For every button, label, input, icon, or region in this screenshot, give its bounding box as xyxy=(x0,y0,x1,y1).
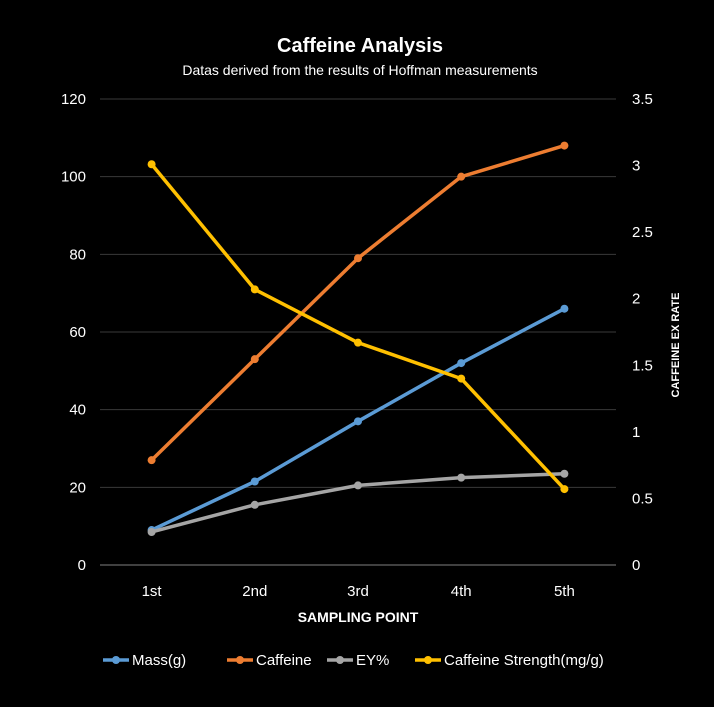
right-tick-label: 1 xyxy=(632,424,640,441)
right-axis-label: CAFFEINE EX RATE xyxy=(670,293,682,398)
left-tick-label: 80 xyxy=(69,246,86,263)
left-tick-label: 120 xyxy=(61,91,86,108)
series-caffeine-strength-mg-g xyxy=(147,160,569,494)
data-point-ey xyxy=(354,481,362,490)
right-tick-label: 3 xyxy=(632,158,640,175)
legend-label: EY% xyxy=(356,652,389,669)
data-point-mass-g xyxy=(250,477,259,486)
series-caffeine xyxy=(147,141,569,465)
legend-item-mass-g: Mass(g) xyxy=(103,652,186,669)
left-axis-ticks: 0 20 40 60 80 100 120 xyxy=(61,91,86,574)
data-point-caffeine xyxy=(560,141,569,150)
left-tick-label: 40 xyxy=(69,402,86,419)
legend-swatch-marker xyxy=(236,656,244,664)
legend-swatch-marker xyxy=(424,656,432,664)
right-tick-label: 2.5 xyxy=(632,224,653,241)
right-tick-label: 2 xyxy=(632,291,640,308)
data-point-mass-g xyxy=(457,359,466,368)
left-tick-label: 100 xyxy=(61,169,86,186)
right-tick-label: 0.5 xyxy=(632,490,653,507)
data-point-ey xyxy=(147,527,156,536)
right-tick-label: 1.5 xyxy=(632,357,653,374)
right-axis-ticks: 0 0.5 1 1.5 2 2.5 3 3.5 xyxy=(632,91,653,574)
left-tick-label: 20 xyxy=(69,479,86,496)
data-point-caffeine-strength-mg-g xyxy=(147,160,156,169)
data-point-mass-g xyxy=(560,304,569,313)
data-point-caffeine xyxy=(457,172,466,181)
left-tick-label: 60 xyxy=(69,324,86,341)
chart-title: Caffeine Analysis xyxy=(277,35,443,57)
x-tick-label: 2nd xyxy=(242,583,267,600)
x-tick-label: 4th xyxy=(451,583,472,600)
data-point-mass-g xyxy=(354,417,362,426)
series-mass-g xyxy=(147,304,569,535)
legend-item-caffeine: Caffeine xyxy=(227,652,312,669)
legend-item-caffeine-strength-mg-g: Caffeine Strength(mg/g) xyxy=(415,652,604,669)
data-point-ey xyxy=(457,473,466,482)
data-point-ey xyxy=(560,469,569,478)
series-lines xyxy=(147,141,569,536)
data-point-caffeine-strength-mg-g xyxy=(354,338,362,347)
legend-label: Caffeine Strength(mg/g) xyxy=(444,652,604,669)
legend-label: Caffeine xyxy=(256,652,312,669)
legend-item-ey: EY% xyxy=(327,652,389,669)
data-point-caffeine-strength-mg-g xyxy=(560,485,569,494)
right-tick-label: 0 xyxy=(632,557,640,574)
data-point-caffeine xyxy=(354,254,362,263)
x-axis-ticks: 1st 2nd 3rd 4th 5th xyxy=(142,583,575,600)
data-point-ey xyxy=(250,500,259,509)
chart-subtitle: Datas derived from the results of Hoffma… xyxy=(182,62,537,78)
x-tick-label: 5th xyxy=(554,583,575,600)
series-ey xyxy=(147,469,569,536)
x-tick-label: 3rd xyxy=(347,583,369,600)
data-point-caffeine xyxy=(250,355,259,364)
left-tick-label: 0 xyxy=(78,557,86,574)
x-axis-label: SAMPLING POINT xyxy=(298,609,419,625)
x-tick-label: 1st xyxy=(142,583,163,600)
data-point-caffeine xyxy=(147,456,156,465)
legend: Mass(g) Caffeine EY% Caffeine Strength(mg/g… xyxy=(103,652,604,669)
data-point-caffeine-strength-mg-g xyxy=(457,374,466,383)
legend-swatch-marker xyxy=(336,656,344,664)
legend-label: Mass(g) xyxy=(132,652,186,669)
legend-swatch-marker xyxy=(112,656,120,664)
data-point-caffeine-strength-mg-g xyxy=(250,285,259,294)
right-tick-label: 3.5 xyxy=(632,91,653,108)
